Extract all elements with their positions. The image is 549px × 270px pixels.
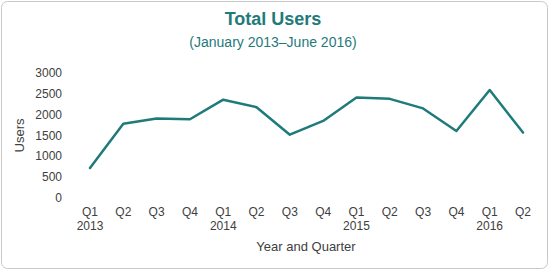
subtitle: (January 2013–June 2016) [189, 34, 356, 50]
title: Total Users [225, 9, 322, 29]
x-tick-label: Q4 [182, 205, 198, 219]
x-tick-label: Q2 [249, 205, 265, 219]
x-tick-label: Q3 [149, 205, 165, 219]
x-tick-label: Q2 [382, 205, 398, 219]
y-axis-label: Users [12, 118, 27, 152]
y-tick-label: 500 [42, 170, 62, 184]
x-tick-label: Q3 [282, 205, 298, 219]
x-tick-label: Q12014 [210, 205, 237, 233]
x-tick-label: Q4 [448, 205, 464, 219]
x-tick-label: Q12016 [476, 205, 503, 233]
y-tick-label: 2500 [35, 87, 62, 101]
y-tick-label: 1500 [35, 129, 62, 143]
x-tick-label: Q2 [115, 205, 131, 219]
x-tick-label: Q4 [315, 205, 331, 219]
x-tick-label: Q2 [515, 205, 531, 219]
chart-frame [2, 2, 548, 269]
data-line [90, 90, 523, 168]
chart-root: Total Users (January 2013–June 2016) 0 500 1… [0, 0, 549, 270]
x-axis-label: Year and Quarter [256, 239, 356, 254]
x-tick-label: Q3 [415, 205, 431, 219]
y-tick-label: 0 [55, 191, 62, 205]
y-tick-label: 1000 [35, 149, 62, 163]
chart: Total Users (January 2013–June 2016) 0 500 1… [0, 0, 549, 270]
x-tick-label: Q12015 [343, 205, 370, 233]
y-tick-label: 3000 [35, 66, 62, 80]
y-tick-label: 2000 [35, 108, 62, 122]
plot-area [90, 90, 523, 168]
x-tick-label: Q12013 [77, 205, 104, 233]
